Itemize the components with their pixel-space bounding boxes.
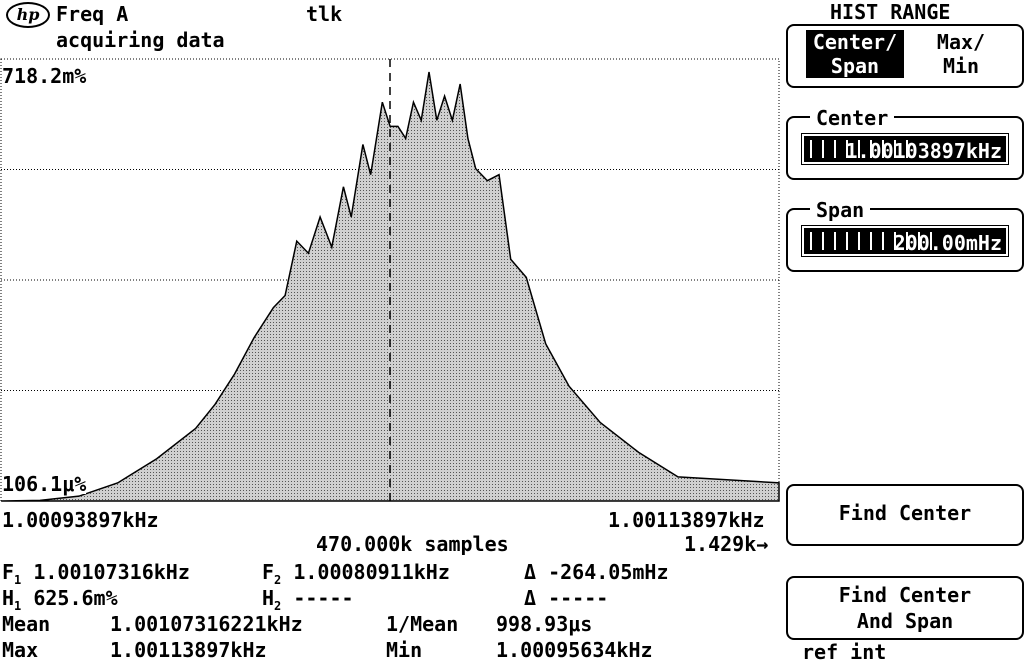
- span-value: 200.00mHz: [893, 231, 1002, 255]
- hp-logo: hp: [6, 2, 50, 28]
- x-left-label: 1.00093897kHz: [2, 508, 159, 532]
- min-value: 1.00095634kHz: [496, 638, 653, 662]
- delta-icon: Δ: [524, 560, 537, 584]
- y-bottom-label: 106.1μ%: [2, 472, 87, 496]
- center-value: 1.00103897kHz: [845, 139, 1002, 163]
- max-min-option[interactable]: Max/ Min: [936, 30, 986, 78]
- find-center-button[interactable]: Find Center: [786, 484, 1024, 546]
- histogram-plot: [0, 58, 780, 502]
- y-top-label: 718.2m%: [2, 64, 87, 88]
- mean-label: Mean: [2, 612, 51, 636]
- h1-readout: H1 625.6m%: [2, 586, 118, 613]
- inv-mean-label: 1/Mean: [386, 612, 459, 636]
- f2-readout: F2 1.00080911kHz: [262, 560, 450, 587]
- center-span-option[interactable]: Center/ Span: [806, 30, 904, 78]
- input-ticks: [810, 232, 936, 250]
- mean-value: 1.00107316221kHz: [110, 612, 303, 636]
- sample-count: 470.000k samples: [316, 532, 509, 556]
- min-label: Min: [386, 638, 423, 662]
- input-ticks: [810, 140, 916, 158]
- max-value: 1.00113897kHz: [110, 638, 267, 662]
- x-right-label: 1.00113897kHz: [608, 508, 765, 532]
- find-center-label: Find Center: [838, 501, 972, 525]
- h2-readout: H2 -----: [262, 586, 354, 613]
- center-span-maxmin-toggle[interactable]: Center/ Span Max/ Min: [786, 24, 1024, 88]
- delta-icon: Δ: [524, 586, 537, 610]
- span-input[interactable]: 200.00mHz: [801, 225, 1009, 257]
- talk-status: tlk: [306, 2, 343, 26]
- span-title: Span: [810, 198, 871, 222]
- delta-f-readout: Δ -264.05mHz: [524, 560, 669, 584]
- center-input[interactable]: 1.00103897kHz: [801, 133, 1009, 165]
- center-title: Center: [810, 106, 895, 130]
- scale-readout: 1.429k→: [684, 532, 769, 556]
- reference-status: ref int: [802, 640, 887, 664]
- delta-h-readout: Δ -----: [524, 586, 609, 610]
- find-center-span-label: Find Center And Span: [838, 583, 972, 633]
- inv-mean-value: 998.93μs: [496, 612, 593, 636]
- span-field-group[interactable]: Span 200.00mHz: [786, 198, 1024, 272]
- center-field-group[interactable]: Center 1.00103897kHz: [786, 106, 1024, 180]
- acquisition-status: acquiring data: [56, 28, 225, 52]
- measurement-title: Freq A: [56, 2, 129, 26]
- max-label: Max: [2, 638, 39, 662]
- menu-title: HIST RANGE: [830, 0, 951, 24]
- f1-readout: F1 1.00107316kHz: [2, 560, 190, 587]
- find-center-and-span-button[interactable]: Find Center And Span: [786, 576, 1024, 640]
